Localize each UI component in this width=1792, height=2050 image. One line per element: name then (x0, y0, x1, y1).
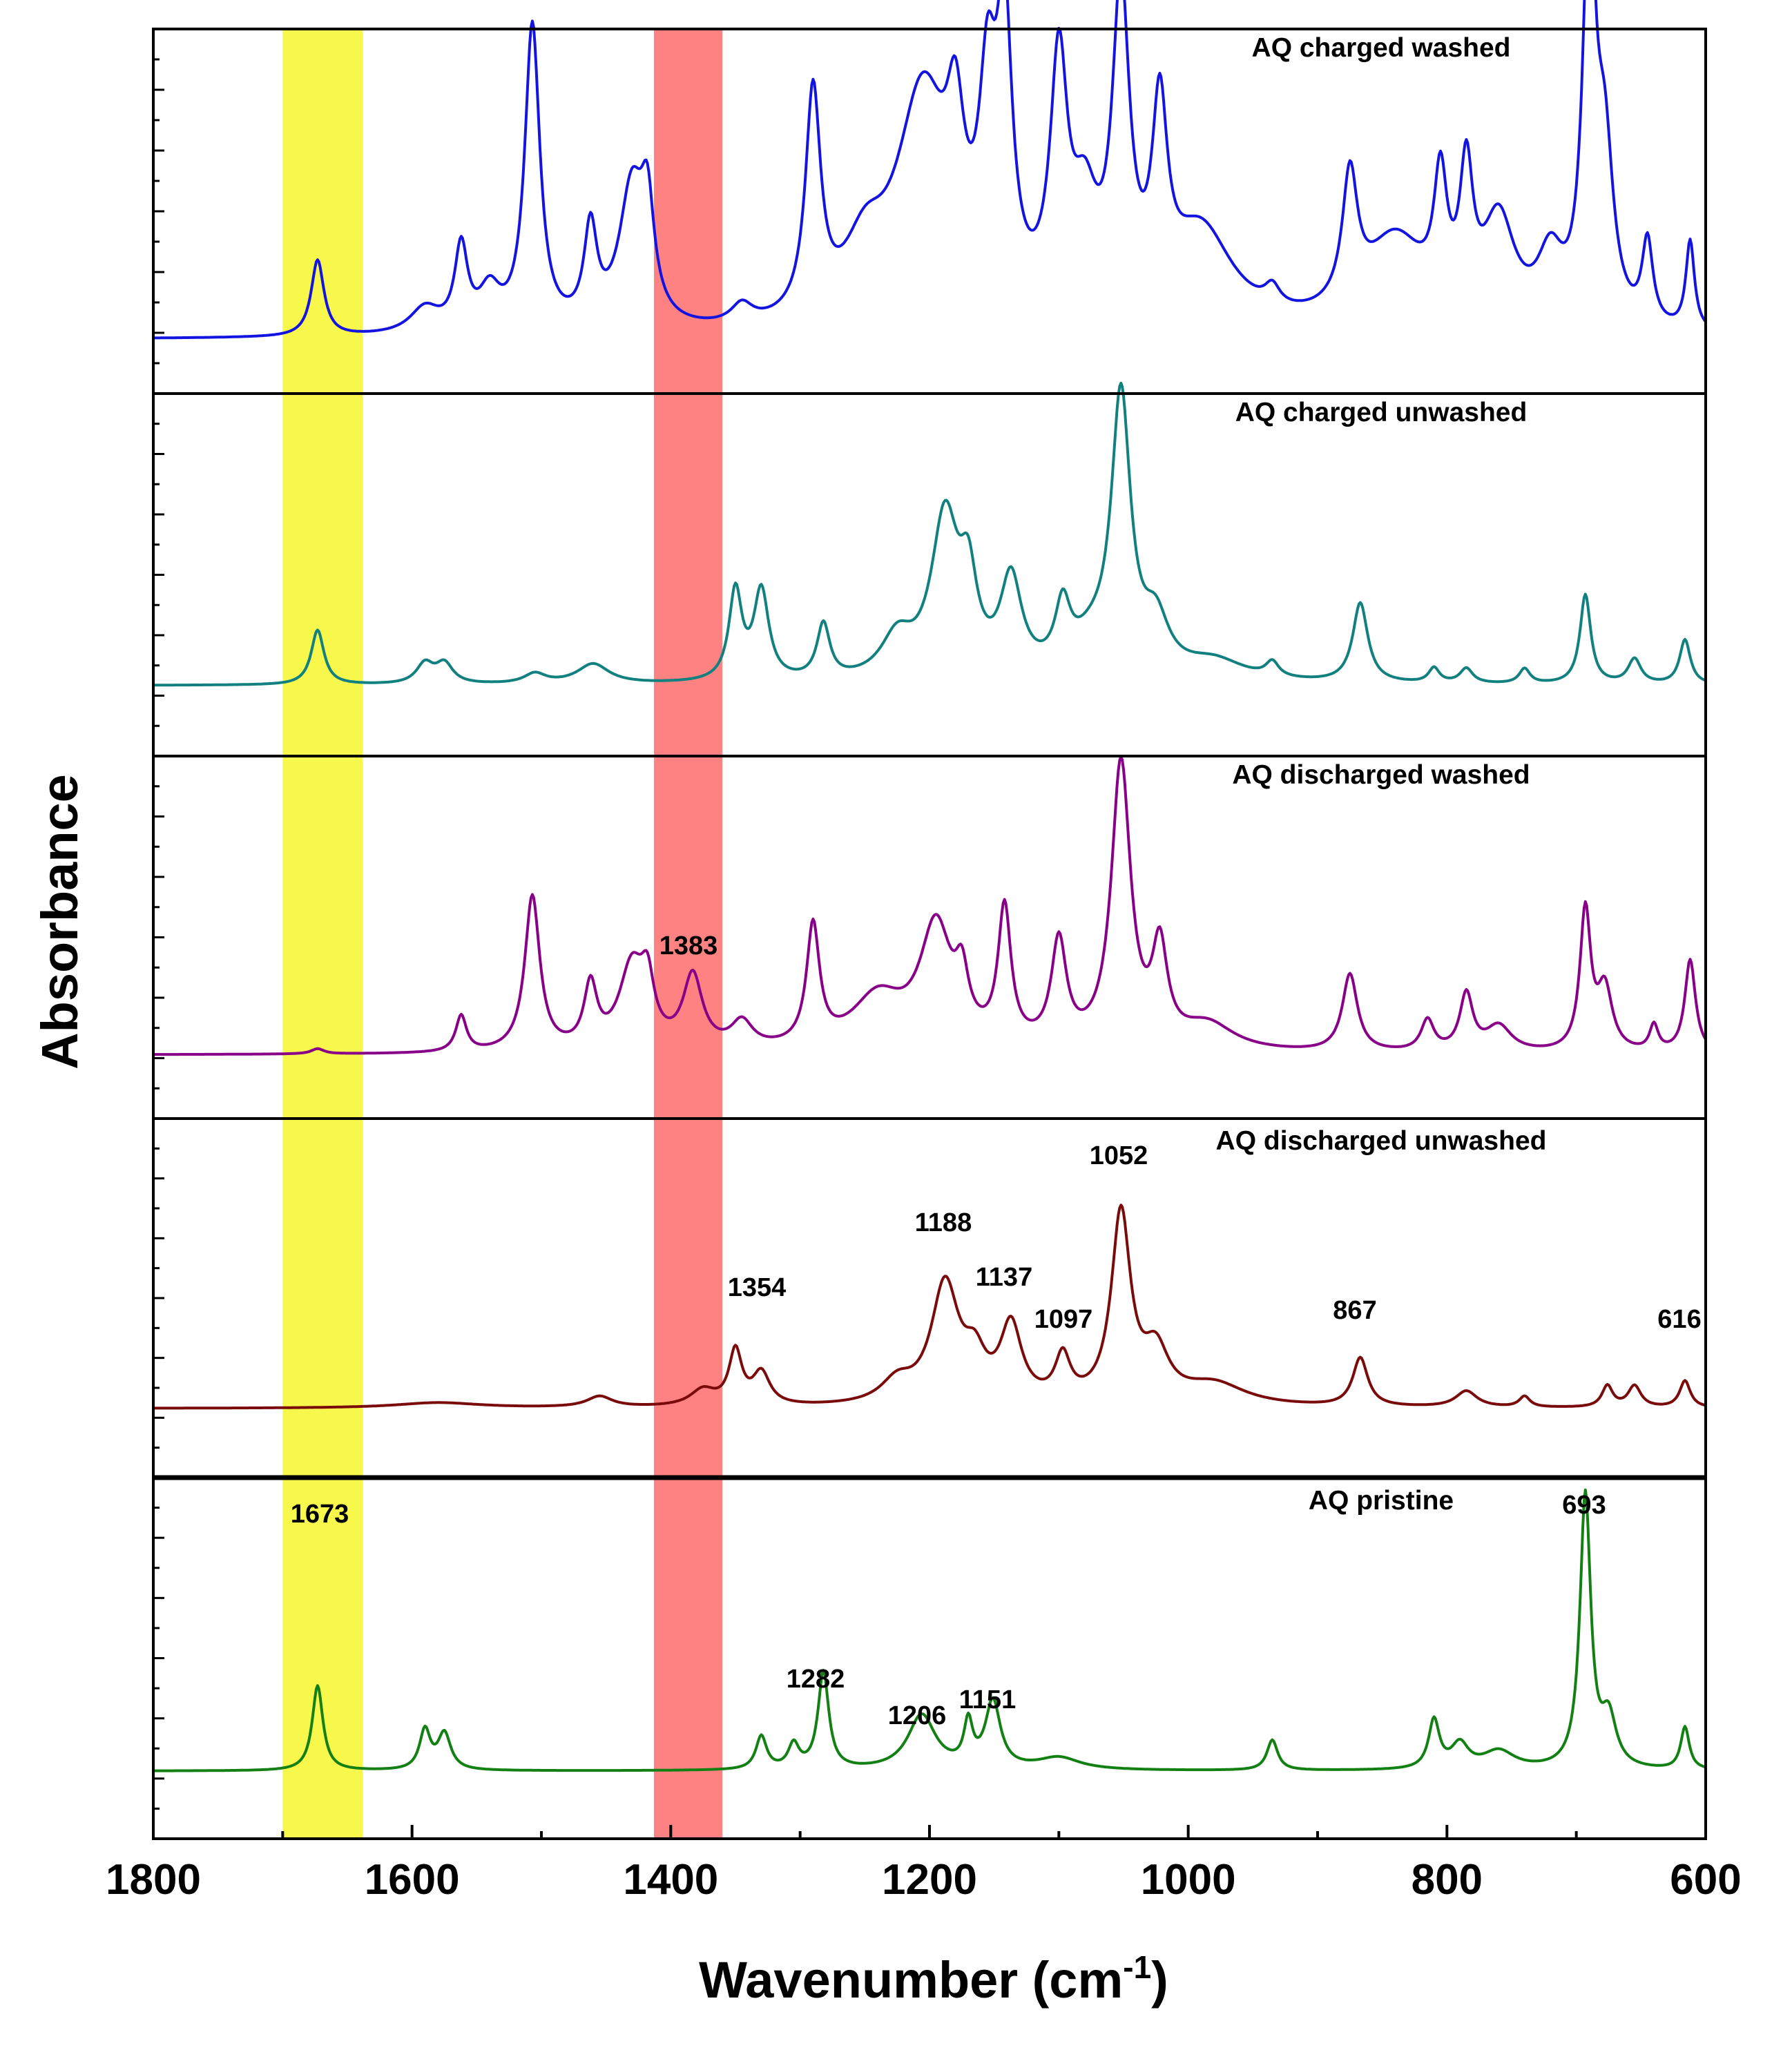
panel-title-3: AQ discharged washed (1232, 760, 1530, 790)
yellow-band (282, 29, 363, 1839)
spectrum-aq-charged-washed (152, 0, 1707, 340)
chart-labels: AQ charged washed AQ charged unwashed AQ d… (106, 33, 1742, 1904)
spectrum-aq-discharged-washed (152, 755, 1707, 1056)
panel-frames (152, 28, 1707, 1840)
spectra (152, 0, 1707, 1772)
spectrum-aq-charged-unwashed (152, 381, 1707, 687)
peak-label-1052: 1052 (1090, 1141, 1148, 1170)
x-axis-title-main: Wavenumber (cm (699, 1951, 1123, 2009)
x-tick-label-1600: 1600 (365, 1856, 460, 1904)
peak-label-1097: 1097 (1034, 1305, 1093, 1334)
spectrum-aq-discharged-unwashed (152, 1203, 1707, 1410)
panel-title-1: AQ charged washed (1252, 33, 1511, 63)
peak-label-693: 693 (1562, 1491, 1606, 1520)
highlight-bands (282, 29, 723, 1839)
peak-label-1137: 1137 (976, 1263, 1032, 1292)
x-tick-label-1200: 1200 (882, 1856, 977, 1904)
red-band (653, 29, 723, 1839)
peak-label-1383: 1383 (659, 931, 718, 960)
x-tick-label-600: 600 (1670, 1856, 1741, 1904)
peak-label-1673: 1673 (291, 1500, 349, 1529)
spectrum-aq-pristine (152, 1488, 1707, 1772)
y-axis-title: Absorbance (31, 774, 88, 1070)
peak-label-1151: 1151 (959, 1685, 1016, 1714)
x-axis-title: Wavenumber (cm-1) (699, 1949, 1168, 2009)
peak-label-1206: 1206 (888, 1701, 947, 1730)
peak-label-1282: 1282 (787, 1665, 845, 1694)
peak-label-616: 616 (1657, 1305, 1701, 1334)
panel-title-2: AQ charged unwashed (1235, 398, 1528, 427)
x-axis-title-sup: -1 (1123, 1949, 1151, 1985)
x-tick-label-1000: 1000 (1141, 1856, 1236, 1904)
x-tick-label-1400: 1400 (623, 1856, 718, 1904)
peak-label-867: 867 (1333, 1296, 1376, 1325)
x-tick-label-800: 800 (1412, 1856, 1483, 1904)
peak-label-1354: 1354 (728, 1273, 787, 1302)
panel-title-5: AQ pristine (1309, 1486, 1454, 1516)
panel-title-4: AQ discharged unwashed (1216, 1126, 1547, 1156)
plot-frame (152, 28, 1707, 1840)
peak-label-1188: 1188 (915, 1208, 972, 1237)
x-tick-label-1800: 1800 (106, 1856, 201, 1904)
x-axis-title-suffix: ) (1151, 1951, 1168, 2009)
